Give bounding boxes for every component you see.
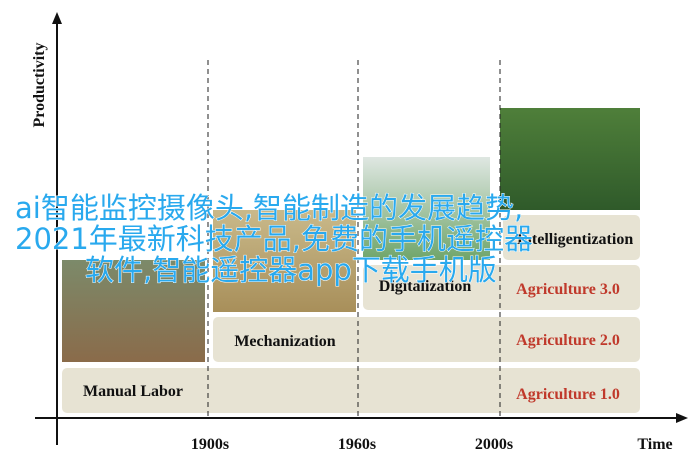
y-axis-label: Productivity [31, 42, 48, 127]
stage-name: Agriculture 1.0 [516, 386, 620, 403]
stage-box [62, 368, 640, 413]
x-tick: 2000s [475, 436, 513, 453]
stage-label: Mechanization [234, 333, 335, 350]
photo [363, 157, 490, 260]
arrow [52, 12, 62, 24]
stage-box [503, 215, 640, 260]
stage-label: Digitalization [379, 278, 472, 295]
x-tick: 1900s [191, 436, 229, 453]
arrow [676, 413, 688, 423]
stage-box [363, 265, 640, 310]
photo [213, 210, 356, 312]
x-axis-label: Time [637, 436, 672, 453]
photo [62, 260, 205, 362]
photo [500, 108, 640, 210]
stage-label: Intelligentization [517, 231, 634, 248]
overlay-text: 软件,智能遥控器app下载手机版 [85, 253, 497, 287]
stage-label: Manual Labor [83, 383, 183, 400]
stage-name: Agriculture 3.0 [516, 281, 620, 298]
x-tick: 1960s [338, 436, 376, 453]
overlay-text: ai智能监控摄像头,智能制造的发展趋势, [15, 191, 523, 225]
stage-name: Agriculture 2.0 [516, 332, 620, 349]
stage-box [213, 317, 640, 362]
overlay-text: 2021年最新科技产品,免费的手机遥控器 [15, 222, 533, 256]
